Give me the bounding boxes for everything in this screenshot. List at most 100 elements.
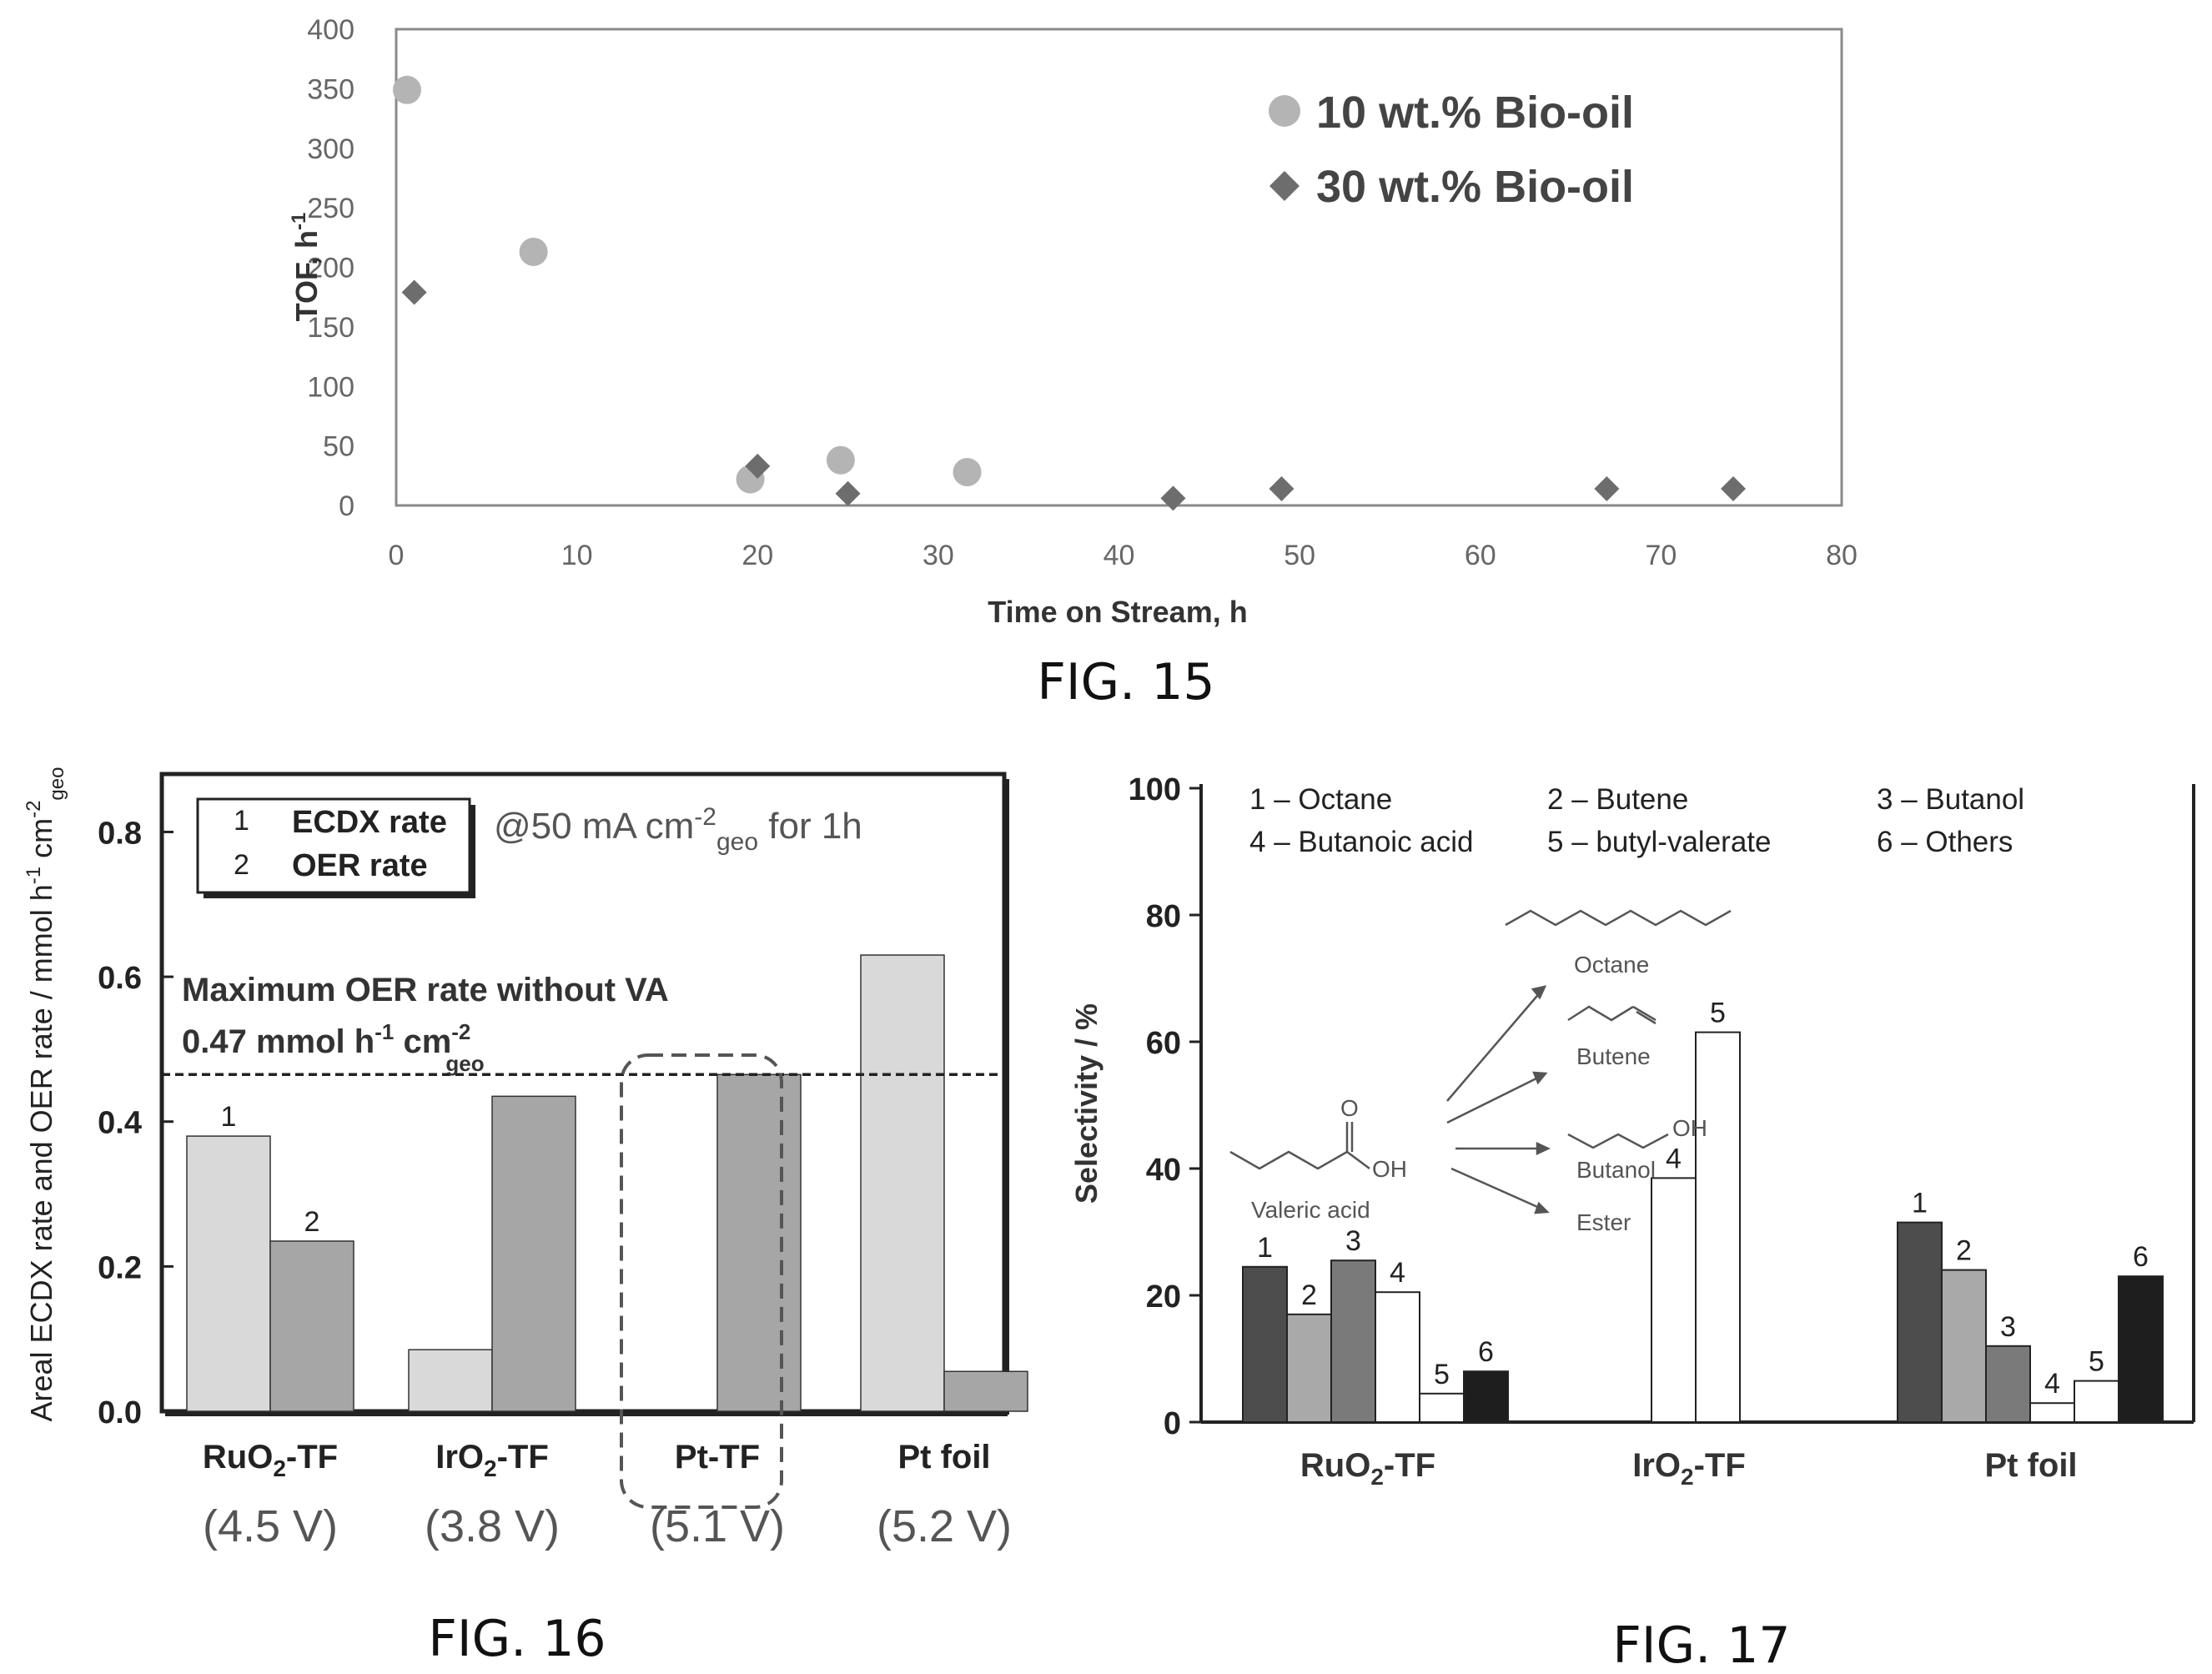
fig17-y-tick-label: 100 — [1129, 772, 1181, 807]
fig15-legend-marker-diamond — [1269, 171, 1300, 201]
fig15-x-tick-label: 80 — [1826, 540, 1858, 571]
fig16-bar-ecdx-rate — [186, 1135, 271, 1412]
fig16-bar-number-label: 2 — [304, 1206, 320, 1238]
fig16-plot-frame — [159, 772, 1007, 1414]
fig16-bar-ecdx-rate — [860, 954, 945, 1412]
fig17-category-label-sub: 2 — [1370, 1464, 1384, 1490]
fig16-category-label-rest: -TF — [286, 1439, 338, 1475]
fig16-reference-label-line2: 0.47 mmol h-1 cm-2 geo — [182, 1019, 485, 1076]
fig17-bar-number-label: 4 — [1666, 1143, 1682, 1174]
fig16-bar-oer-rate — [491, 1095, 576, 1412]
fig16-legend-label-1: ECDX rate — [292, 805, 447, 840]
fig15-y-tick-label: 100 — [307, 371, 354, 403]
fig16-category-label-main: Pt-TF — [675, 1439, 760, 1475]
fig16-category-label-main: Pt foil — [897, 1439, 990, 1475]
fig17-y-ticks: 0 20 40 60 80 100 — [1129, 772, 1201, 1441]
valeric-acid-oh-group: OH — [1372, 1156, 1407, 1182]
fig17-y-tick-label: 0 — [1164, 1406, 1181, 1441]
fig15-legend-marker-circle — [1269, 95, 1300, 127]
butene-double-bond-2 — [1636, 1010, 1656, 1025]
fig15-chart: 0 50 100 150 200 250 300 350 400 0 10 20 30 40 50 60 70… — [288, 14, 1858, 711]
fig17-category-label: RuO2-TF — [1300, 1447, 1435, 1490]
fig15-y-tick-label: 200 — [307, 253, 354, 284]
fig15-x-tick-label: 10 — [561, 540, 593, 571]
fig16-y-tick-label: 0.2 — [98, 1250, 142, 1285]
fig15-y-tick-label: 400 — [307, 14, 354, 46]
fig16-category-label: RuO2-TF — [203, 1439, 338, 1481]
fig17-bar-number-label: 5 — [1434, 1359, 1450, 1390]
fig17-category-label-sub: 2 — [1681, 1464, 1694, 1490]
fig16-voltage-label: (5.1 V) — [650, 1501, 785, 1551]
butanol-structure — [1567, 1133, 1669, 1149]
fig15-y-tick-label: 150 — [307, 312, 354, 344]
fig16-category-label: IrO2-TF — [435, 1439, 549, 1481]
fig17-bar-butene — [1941, 1269, 1987, 1423]
fig15-point-series1 — [953, 458, 982, 487]
fig16-category-label: Pt-TF — [675, 1439, 760, 1475]
octane-structure — [1505, 909, 1732, 927]
fig16-voltage-label: (4.5 V) — [203, 1501, 338, 1551]
butanol-label: Butanol — [1576, 1157, 1656, 1183]
fig17-legend-item-2: 2 – Butene — [1547, 783, 1688, 816]
valeric-acid-o-atom: O — [1340, 1095, 1359, 1121]
fig17-bar-number-label: 3 — [1345, 1225, 1361, 1257]
fig17-bar-butyl-valerate — [1695, 1031, 1741, 1423]
fig15-x-tick-label: 70 — [1645, 540, 1677, 571]
fig16-y-axis-label: Areal ECDX rate and OER rate / mmol h-1 … — [23, 767, 68, 1422]
fig16-bar-number-label: 1 — [221, 1101, 237, 1133]
fig15-point-series2 — [745, 453, 771, 479]
ester-label: Ester — [1576, 1209, 1631, 1235]
fig15-point-series2 — [1594, 476, 1620, 502]
fig15-x-ticks: 0 10 20 30 40 50 60 70 80 — [389, 540, 1858, 571]
valeric-acid-label: Valeric acid — [1251, 1197, 1370, 1223]
butanol-oh-group: OH — [1672, 1115, 1707, 1141]
fig16-category-label-main: RuO — [203, 1439, 273, 1475]
fig17-bar-butanoic-acid — [1651, 1177, 1697, 1424]
fig16-legend: 1 ECDX rate 2 OER rate — [196, 797, 475, 898]
fig17-bar-number-label: 5 — [1710, 998, 1726, 1029]
fig17-bar-butene — [1286, 1313, 1332, 1424]
fig17-bar-number-label: 6 — [1478, 1336, 1494, 1368]
fig16-bar-oer-rate — [269, 1240, 354, 1412]
fig16-legend-number-1: 1 — [234, 805, 249, 837]
arrow-head-butene — [1532, 1071, 1548, 1085]
fig17-bar-number-label: 3 — [2000, 1311, 2016, 1343]
fig16-y-tick-label: 0.0 — [98, 1395, 142, 1430]
fig15-legend-label-1: 10 wt.% Bio-oil — [1316, 88, 1634, 138]
fig17-bar-number-label: 5 — [2089, 1346, 2104, 1378]
fig17-bar-number-label: 1 — [1912, 1188, 1928, 1219]
fig17-caption: FIG. 17 — [1612, 1616, 1790, 1674]
fig17-bar-others — [1463, 1370, 1509, 1423]
fig16-voltage-label: (5.2 V) — [877, 1501, 1012, 1551]
butene-double-bond — [1632, 1005, 1656, 1022]
fig16-category-label-sub: 2 — [484, 1455, 497, 1481]
fig17-bar-number-label: 6 — [2133, 1241, 2149, 1273]
fig16-legend-number-2: 2 — [234, 849, 249, 881]
fig17-y-axis-label: Selectivity / % — [1069, 1003, 1103, 1204]
fig17-bar-number-label: 4 — [2044, 1368, 2060, 1400]
butene-structure — [1567, 1005, 1634, 1022]
fig17-bar-number-label: 2 — [1956, 1235, 1972, 1267]
fig17-scheme-labels: O OH Valeric acid Octane Butene OH Butan… — [1251, 952, 1707, 1235]
fig17-category-label-main: RuO — [1300, 1447, 1370, 1484]
fig15-caption: FIG. 15 — [1037, 653, 1214, 711]
fig16-voltage-label: (3.8 V) — [425, 1501, 560, 1551]
fig17-bar-number-label: 1 — [1257, 1232, 1273, 1264]
fig15-point-series1 — [392, 75, 421, 104]
fig15-x-tick-label: 20 — [742, 540, 773, 571]
arrow-head-octane — [1531, 985, 1547, 1000]
fig15-x-axis-label: Time on Stream, h — [988, 595, 1247, 629]
fig16-category-labels: RuO2-TF(4.5 V)IrO2-TF(3.8 V)Pt-TF(5.1 V)… — [203, 1439, 1012, 1551]
fig17-legend-item-3: 3 – Butanol — [1877, 783, 2024, 816]
fig15-x-tick-label: 0 — [389, 540, 405, 571]
fig17-bar-butyl-valerate — [2074, 1380, 2119, 1423]
fig17-bar-octane — [1242, 1265, 1288, 1424]
fig15-y-tick-label: 50 — [323, 431, 354, 463]
fig16-caption: FIG. 16 — [428, 1610, 606, 1668]
fig15-point-series2 — [1721, 476, 1747, 502]
fig17-bar-butanoic-acid — [2029, 1402, 2075, 1423]
fig15-x-tick-label: 50 — [1284, 540, 1315, 571]
fig17-category-label: IrO2-TF — [1632, 1447, 1746, 1490]
fig17-legend-item-1: 1 – Octane — [1249, 783, 1392, 816]
